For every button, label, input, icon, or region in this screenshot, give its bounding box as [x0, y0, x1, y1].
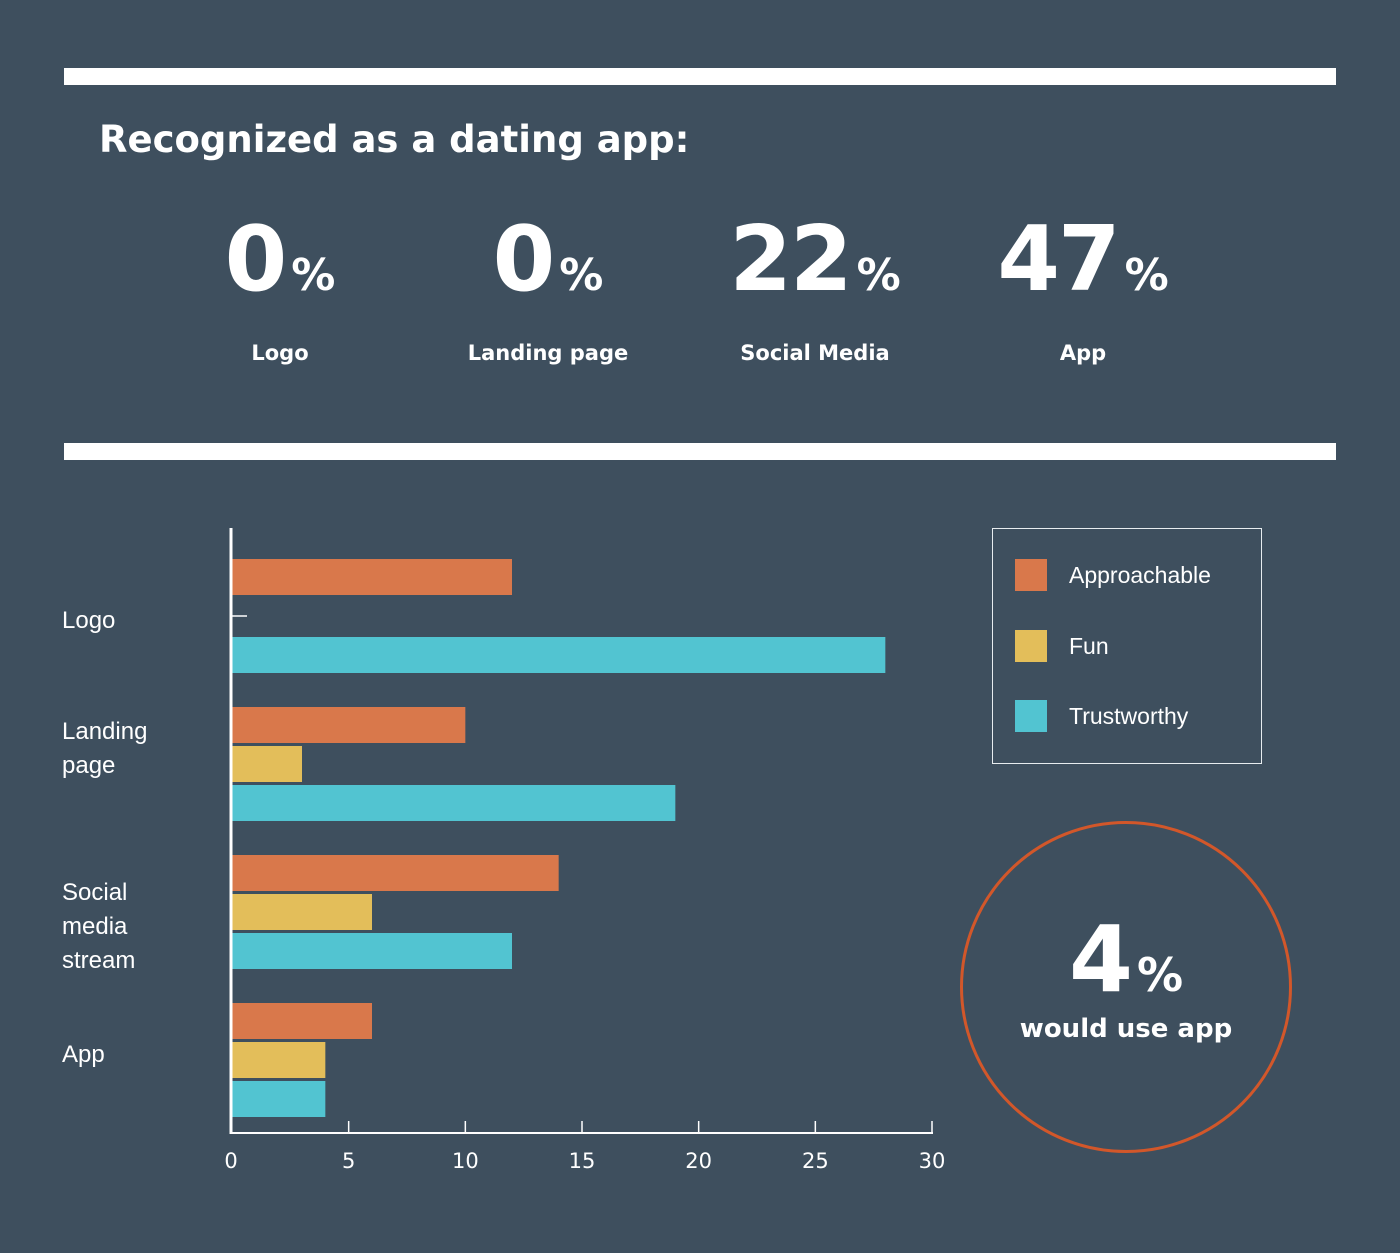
legend-item-trustworthy: Trustworthy	[1015, 700, 1188, 732]
bar-approachable	[232, 559, 512, 595]
bar-fun	[232, 894, 372, 930]
legend-label: Fun	[1069, 632, 1109, 659]
middle-divider	[64, 443, 1336, 460]
x-tick-label: 25	[802, 1149, 829, 1173]
x-tick-label: 0	[224, 1149, 237, 1173]
category-label-landing-page: Landing page	[62, 718, 148, 779]
stat-value: 0	[492, 207, 556, 312]
category-label-social-media-stream: Social media stream	[62, 879, 136, 974]
bar-trustworthy	[232, 1081, 326, 1117]
page-title: Recognized as a dating app:	[99, 118, 690, 161]
x-tick-label: 10	[452, 1149, 479, 1173]
bar-fun	[232, 1042, 326, 1078]
category-label-app: App	[62, 1041, 105, 1068]
legend-swatch	[1015, 559, 1047, 591]
top-divider	[64, 68, 1336, 85]
bar-trustworthy	[232, 933, 512, 969]
stat-label: Landing page	[467, 341, 629, 365]
callout-text: would use app	[1019, 1014, 1233, 1044]
bar-fun	[232, 746, 302, 782]
stat-value-wrap: 47%	[953, 215, 1213, 305]
stat-value: 0	[224, 207, 288, 312]
x-tick-label: 15	[569, 1149, 596, 1173]
legend-item-approachable: Approachable	[1015, 559, 1211, 591]
stat-unit: %	[559, 250, 604, 301]
stat-label: App	[1059, 341, 1107, 365]
legend-item-fun: Fun	[1015, 630, 1109, 662]
stat-value: 22	[729, 207, 852, 312]
callout-value-wrap: 4%	[963, 914, 1289, 1006]
stat-value-wrap: 0%	[418, 215, 678, 305]
stat-app: 47% App	[953, 215, 1213, 366]
chart-legend: Approachable Fun Trustworthy	[992, 528, 1262, 764]
bar-trustworthy	[232, 785, 676, 821]
stat-social-media: 22% Social Media	[685, 215, 945, 366]
stat-logo: 0% Logo	[150, 215, 410, 366]
x-tick-label: 30	[919, 1149, 946, 1173]
category-label-logo: Logo	[62, 607, 116, 634]
stat-value-wrap: 22%	[685, 215, 945, 305]
stat-value: 47	[997, 207, 1120, 312]
callout-unit: %	[1136, 948, 1184, 1002]
legend-label: Approachable	[1069, 561, 1211, 588]
x-tick-label: 5	[342, 1149, 355, 1173]
bar-approachable	[232, 707, 466, 743]
stat-landing-page: 0% Landing page	[418, 215, 678, 366]
stat-unit: %	[291, 250, 336, 301]
stat-unit: %	[1124, 250, 1169, 301]
bar-approachable	[232, 1003, 372, 1039]
bar-approachable	[232, 855, 559, 891]
usage-callout: 4% would use app	[960, 821, 1292, 1153]
legend-swatch	[1015, 700, 1047, 732]
stat-value-wrap: 0%	[150, 215, 410, 305]
x-tick-label: 20	[685, 1149, 712, 1173]
callout-value: 4	[1068, 906, 1133, 1013]
stat-label: Social Media	[740, 341, 890, 365]
legend-swatch	[1015, 630, 1047, 662]
bar-trustworthy	[232, 637, 886, 673]
legend-label: Trustworthy	[1069, 702, 1189, 729]
stat-unit: %	[856, 250, 901, 301]
stat-label: Logo	[251, 341, 309, 365]
